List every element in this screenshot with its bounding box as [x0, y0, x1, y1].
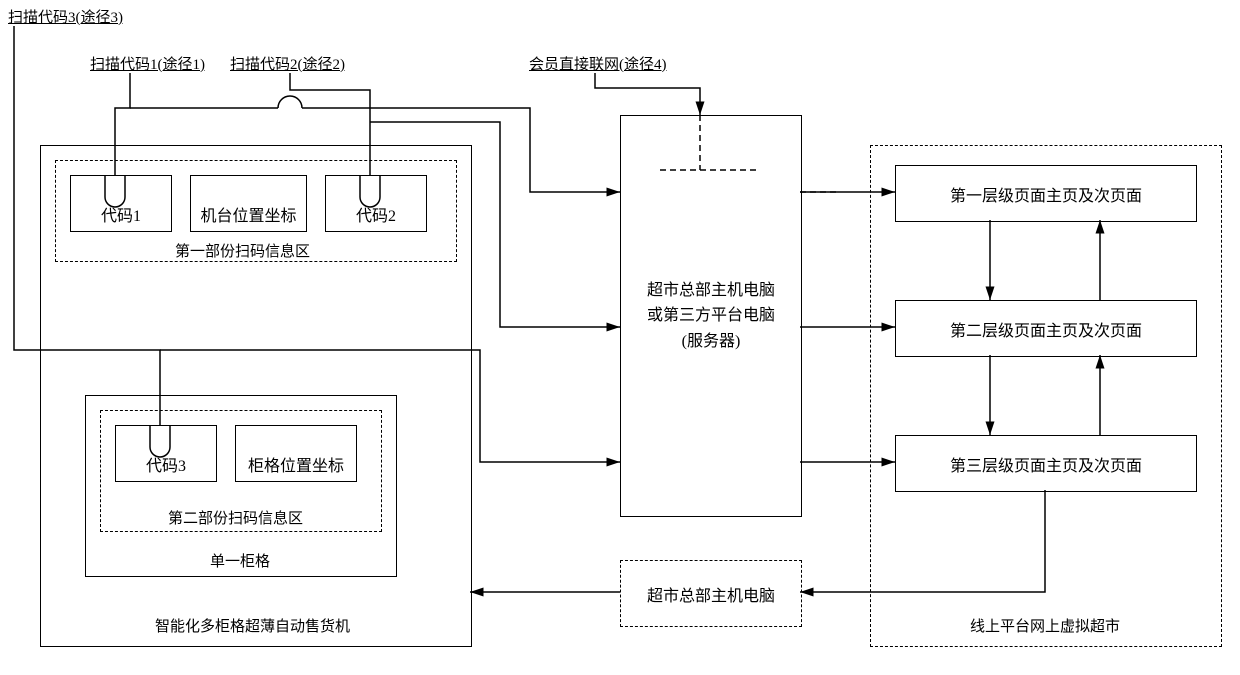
level2-text: 第二层级页面主页及次页面 — [950, 317, 1142, 341]
server-line3: (服务器) — [682, 329, 741, 355]
code2-box: 代码2 — [325, 175, 427, 232]
level3-box: 第三层级页面主页及次页面 — [895, 435, 1197, 492]
level2-box: 第二层级页面主页及次页面 — [895, 300, 1197, 357]
label-scan-code-3: 扫描代码3(途径3) — [8, 6, 123, 27]
level1-text: 第一层级页面主页及次页面 — [950, 182, 1142, 206]
cabinet-coord-box: 柜格位置坐标 — [235, 425, 357, 482]
section2-label: 第二部份扫码信息区 — [168, 507, 303, 528]
code2-text: 代码2 — [356, 202, 396, 226]
code3-box: 代码3 — [115, 425, 217, 482]
machine-coord-box: 机台位置坐标 — [190, 175, 307, 232]
online-platform-label: 线上平台网上虚拟超市 — [970, 615, 1120, 636]
level1-box: 第一层级页面主页及次页面 — [895, 165, 1197, 222]
server-line2: 或第三方平台电脑 — [647, 303, 775, 329]
cabinet-coord-text: 柜格位置坐标 — [248, 452, 344, 476]
code1-text: 代码1 — [101, 202, 141, 226]
machine-coord-text: 机台位置坐标 — [200, 202, 296, 226]
code3-text: 代码3 — [146, 452, 186, 476]
level3-text: 第三层级页面主页及次页面 — [950, 452, 1142, 476]
host-computer-box: 超市总部主机电脑 — [620, 560, 802, 627]
section1-label: 第一部份扫码信息区 — [175, 240, 310, 261]
vending-machine-label: 智能化多柜格超薄自动售货机 — [155, 615, 350, 636]
server-line1: 超市总部主机电脑 — [647, 278, 775, 304]
label-scan-code-1: 扫描代码1(途径1) — [90, 53, 205, 74]
label-scan-code-2: 扫描代码2(途径2) — [230, 53, 345, 74]
single-cabinet-label: 单一柜格 — [210, 550, 270, 571]
server-box: 超市总部主机电脑 或第三方平台电脑 (服务器) — [620, 115, 802, 517]
code1-box: 代码1 — [70, 175, 172, 232]
label-member-direct: 会员直接联网(途径4) — [529, 53, 667, 74]
host-computer-text: 超市总部主机电脑 — [647, 582, 775, 606]
